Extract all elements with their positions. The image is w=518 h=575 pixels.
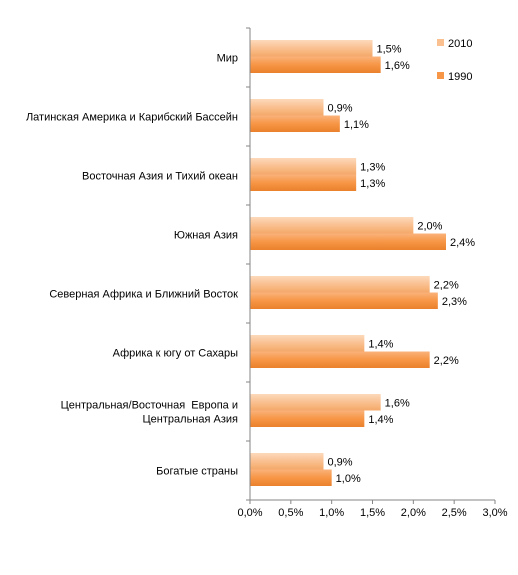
x-tick-label: 0,5% <box>278 507 303 519</box>
x-tick-label: 3,0% <box>482 507 507 519</box>
data-label-2010: 2,0% <box>417 220 442 232</box>
category-label-line: Северная Африка и Ближний Восток <box>49 289 238 301</box>
data-label-1990: 1,0% <box>336 473 361 485</box>
category-label: Восточная Азия и Тихий океан <box>82 171 238 183</box>
data-label-2010: 1,5% <box>377 43 402 55</box>
category-label-line: Мир <box>217 53 238 65</box>
bar-2010 <box>250 217 414 234</box>
category-label-line: Центральная Азия <box>143 414 238 426</box>
category-label-line: Латинская Америка и Карибский Бассейн <box>26 112 238 124</box>
category-label-line: Южная Азия <box>174 230 238 242</box>
bar-2010 <box>250 40 373 57</box>
legend: 2010 1990 <box>437 38 472 83</box>
bar-1990 <box>250 292 438 309</box>
bar-2010 <box>250 394 381 411</box>
bar-1990 <box>250 469 332 486</box>
bar-1990 <box>250 233 446 250</box>
category-label-line: Африка к югу от Сахары <box>113 348 238 360</box>
bar-2010 <box>250 453 324 470</box>
bar-1990 <box>250 410 365 427</box>
category-label: Центральная/Восточная Европа и Центральна… <box>61 400 238 426</box>
category-label: Богатые страны <box>156 466 238 478</box>
category-label-line: Центральная/Восточная Европа и <box>61 400 238 412</box>
bar-2010 <box>250 99 324 116</box>
data-label-1990: 2,3% <box>442 296 467 308</box>
legend-label-1990: 1990 <box>448 71 472 83</box>
legend-swatch-1990 <box>437 72 444 79</box>
bars <box>250 40 446 486</box>
axes <box>246 27 496 504</box>
data-label-2010: 1,6% <box>385 397 410 409</box>
category-label: Южная Азия <box>174 230 238 242</box>
category-label: Мир <box>217 53 238 65</box>
bar-2010 <box>250 335 365 352</box>
x-tick-label: 2,0% <box>401 507 426 519</box>
data-label-1990: 1,3% <box>360 178 385 190</box>
data-label-1990: 2,4% <box>450 237 475 249</box>
data-label-1990: 1,1% <box>344 119 369 131</box>
data-label-2010: 1,3% <box>360 161 385 173</box>
data-label-2010: 0,9% <box>328 456 353 468</box>
category-label-line: Восточная Азия и Тихий океан <box>82 171 238 183</box>
x-tick-label: 2,5% <box>442 507 467 519</box>
bar-2010 <box>250 158 357 175</box>
data-label-1990: 1,4% <box>368 414 393 426</box>
data-label-1990: 1,6% <box>385 60 410 72</box>
bar-1990 <box>250 351 430 368</box>
category-label: Северная Африка и Ближний Восток <box>49 289 238 301</box>
legend-swatch-2010 <box>437 39 444 46</box>
legend-label-2010: 2010 <box>448 38 472 50</box>
category-label: Латинская Америка и Карибский Бассейн <box>26 112 238 124</box>
data-label-2010: 2,2% <box>434 279 459 291</box>
category-label-line: Богатые страны <box>156 466 238 478</box>
x-tick-label: 1,5% <box>360 507 385 519</box>
bar-1990 <box>250 56 381 73</box>
data-label-2010: 0,9% <box>328 102 353 114</box>
bar-1990 <box>250 174 357 191</box>
bar-2010 <box>250 276 430 293</box>
category-labels: Мир Латинская Америка и Карибский Бассейн… <box>26 53 238 478</box>
tick-labels: 0,0% 0,5% 1,0% 1,5% 2,0% 2,5% 3,0% <box>237 507 507 519</box>
x-tick-label: 0,0% <box>237 507 262 519</box>
bar-1990 <box>250 115 340 132</box>
x-tick-label: 1,0% <box>319 507 344 519</box>
category-label: Африка к югу от Сахары <box>113 348 238 360</box>
data-labels: 1,5% 1,6% 0,9% 1,1% 1,3% 1,3% 2,0% 2,4% 2,2% 2,3%… <box>328 43 476 485</box>
data-label-1990: 2,2% <box>434 355 459 367</box>
data-label-2010: 1,4% <box>368 338 393 350</box>
